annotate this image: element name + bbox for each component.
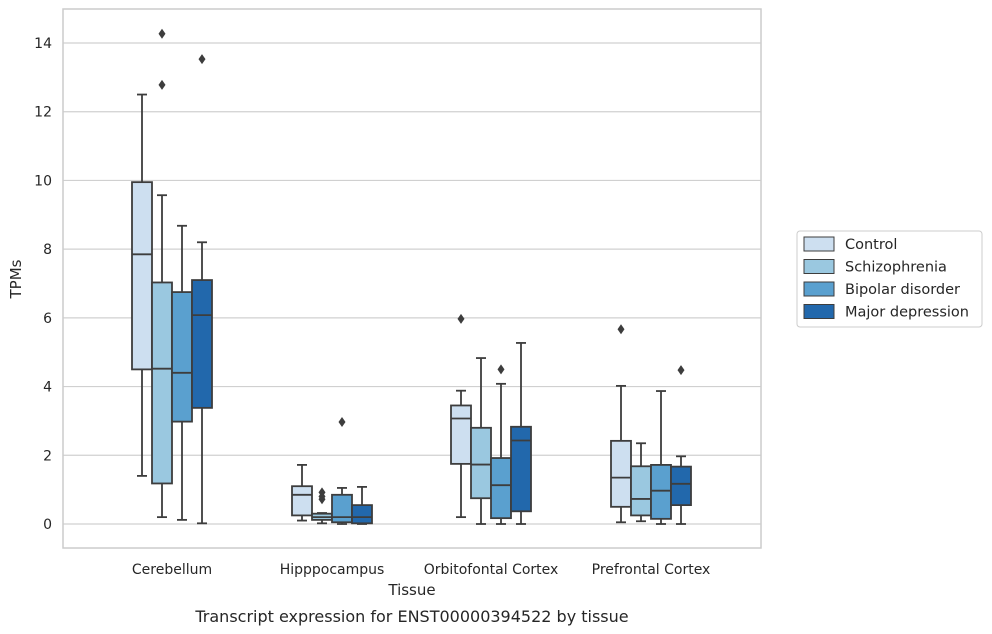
y-tick-label-12: 12: [34, 105, 52, 121]
y-axis-ticks: 0 2 4 6 8 10 12 14: [34, 36, 52, 533]
box-series: [131, 28, 692, 525]
box-1-2: [470, 357, 492, 525]
series-major-depression: [191, 54, 692, 525]
box-0-1: [291, 464, 313, 522]
x-tick-label-0: Cerebellum: [132, 562, 212, 578]
box-0-0: [131, 93, 153, 477]
series-bipolar-disorder: [171, 224, 672, 525]
box-body: [151, 281, 173, 485]
box-body: [650, 464, 672, 520]
box-body: [610, 439, 632, 508]
box-2-0: [171, 224, 193, 521]
box-body: [510, 425, 532, 513]
box-1-0: [151, 28, 173, 519]
box-body: [191, 279, 213, 409]
legend-swatch: [803, 281, 835, 297]
box-body: [450, 404, 472, 465]
box-3-2: [510, 342, 532, 525]
outlier-point: [158, 79, 166, 90]
legend-item-3: Major depression: [803, 304, 969, 321]
outlier-point: [457, 313, 465, 324]
box-body: [331, 493, 353, 524]
outlier-point: [318, 487, 326, 498]
legend-swatch: [803, 236, 835, 252]
box-body: [291, 485, 313, 517]
legend-label: Schizophrenia: [845, 260, 947, 276]
chart-caption: Transcript expression for ENST0000039452…: [194, 607, 628, 626]
box-body: [670, 465, 692, 507]
plot-frame: [62, 8, 762, 549]
legend-frame: [796, 230, 983, 328]
box-body: [351, 504, 373, 525]
y-axis-label: TPMs: [7, 259, 25, 299]
legend-item-2: Bipolar disorder: [803, 281, 960, 298]
box-body: [470, 426, 492, 500]
legend-swatch: [803, 259, 835, 274]
y-tick-label-8: 8: [43, 242, 52, 258]
box-2-3: [650, 390, 672, 525]
y-tick-label-2: 2: [43, 448, 52, 464]
x-tick-label-2: Orbitofontal Cortex: [424, 562, 559, 578]
box-0-3: [610, 324, 632, 524]
legend-item-0: Control: [803, 236, 897, 253]
x-axis-ticks: Cerebellum Hipppocampus Orbitofontal Corte…: [132, 562, 710, 578]
legend-label: Major depression: [845, 305, 969, 321]
box-body: [630, 465, 652, 517]
outlier-point: [338, 416, 346, 427]
box-1-1: [311, 487, 333, 525]
y-tick-label-10: 10: [34, 173, 52, 189]
box-0-2: [450, 313, 472, 519]
series-control: [131, 93, 632, 524]
outlier-point: [497, 364, 505, 375]
outlier-point: [677, 365, 685, 376]
outlier-point: [158, 28, 166, 39]
box-2-2: [490, 364, 512, 525]
outlier-point: [198, 54, 206, 65]
box-3-0: [191, 54, 213, 525]
box-body: [490, 457, 512, 520]
legend-label: Control: [845, 237, 897, 253]
y-tick-label-6: 6: [43, 311, 52, 327]
y-tick-label-14: 14: [34, 36, 52, 52]
box-3-3: [670, 365, 692, 525]
outlier-point: [617, 324, 625, 335]
legend: Control Schizophrenia Bipolar disorder Majo…: [796, 230, 983, 328]
x-tick-label-1: Hipppocampus: [280, 562, 385, 578]
x-tick-label-3: Prefrontal Cortex: [592, 562, 711, 578]
series-schizophrenia: [151, 28, 652, 525]
legend-swatch: [803, 304, 835, 319]
box-body: [131, 181, 153, 371]
y-tick-label-4: 4: [43, 380, 52, 396]
y-tick-label-0: 0: [43, 517, 52, 533]
legend-item-1: Schizophrenia: [803, 259, 947, 276]
legend-label: Bipolar disorder: [845, 282, 960, 298]
x-axis-label: Tissue: [387, 581, 435, 599]
box-2-1: [331, 416, 353, 525]
box-body: [171, 291, 193, 423]
box-3-1: [351, 485, 373, 525]
